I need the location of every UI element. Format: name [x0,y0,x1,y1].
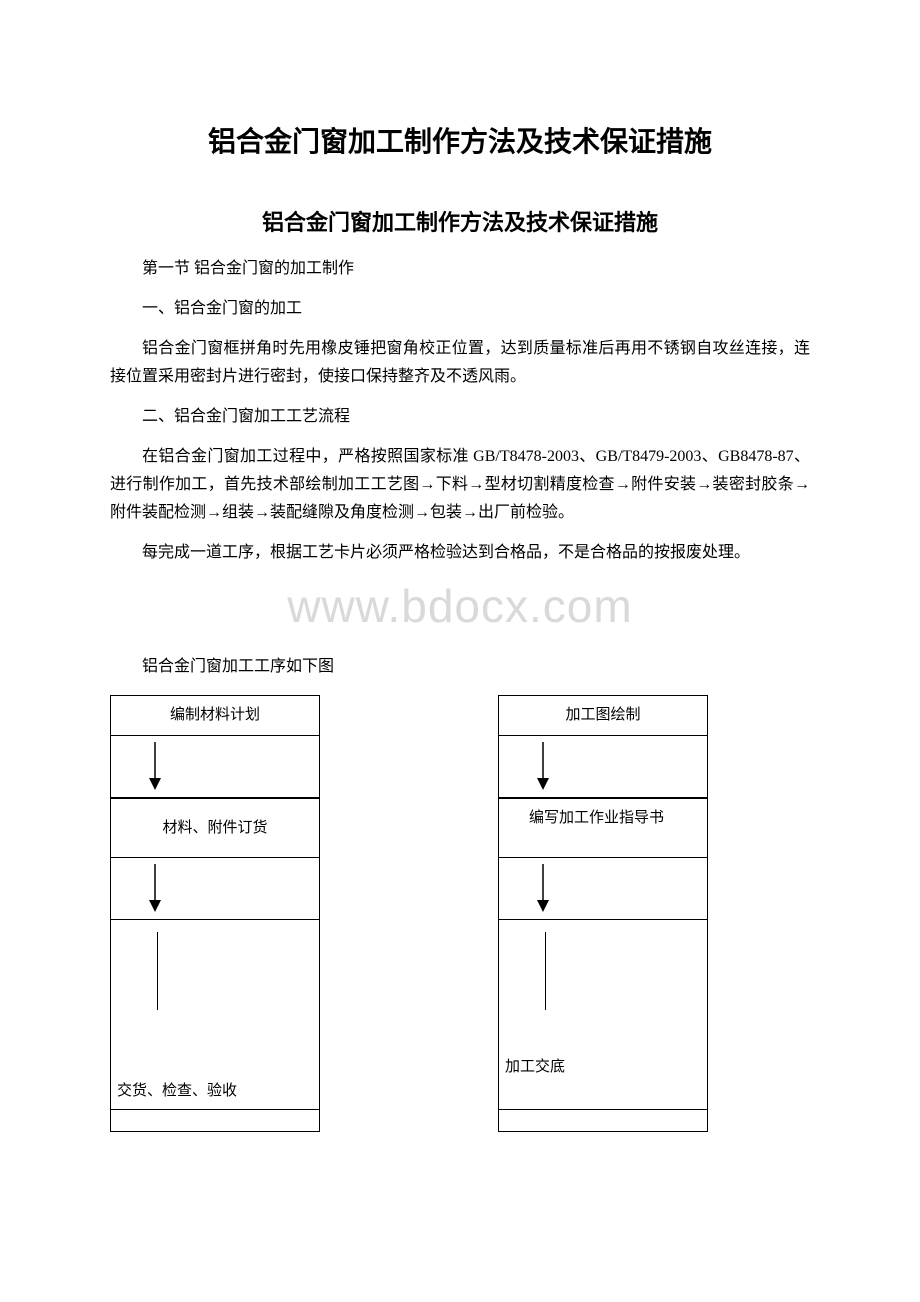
paragraph-3: 每完成一道工序，根据工艺卡片必须严格检验达到合格品，不是合格品的按报废处理。 [110,539,810,567]
flowchart-arrow-cell-left-2 [110,858,320,920]
arrow-down-icon [147,742,163,790]
flowchart-row-1: 编制材料计划 加工图绘制 [110,695,810,736]
page-subtitle: 铝合金门窗加工制作方法及技术保证措施 [110,205,810,237]
flowchart-arrow-cell-left-1 [110,736,320,798]
paragraph-2: 在铝合金门窗加工过程中，严格按照国家标准 GB/T8478-2003、GB/T8… [110,443,810,527]
flowchart-tall-cell-right: 加工交底 [498,920,708,1110]
flowchart-bottom-cell-right [498,1110,708,1132]
vertical-line-icon [157,932,158,1010]
flowchart-box-right-2: 编写加工作业指导书 [498,798,708,859]
subheading-1: 一、铝合金门窗的加工 [110,295,810,323]
flowchart-arrow-cell-right-2 [498,858,708,920]
flowchart-diagram: 编制材料计划 加工图绘制 材料、附件订货 编写加工作业指导书 [110,695,810,1132]
flowchart-bottom-row [110,1110,810,1132]
arrow-down-icon [535,742,551,790]
flowchart-box-right-1: 加工图绘制 [498,695,708,736]
flowchart-text-right-3: 加工交底 [505,1055,565,1079]
subheading-2: 二、铝合金门窗加工工艺流程 [110,403,810,431]
flowchart-arrow-row-1 [110,736,810,798]
flowchart-tall-cell-left: 交货、检查、验收 [110,920,320,1110]
flowchart-box-left-1: 编制材料计划 [110,695,320,736]
section-heading: 第一节 铝合金门窗的加工制作 [110,255,810,283]
vertical-line-icon [545,932,546,1010]
diagram-caption: 铝合金门窗加工工序如下图 [110,653,810,681]
flowchart-row-2: 材料、附件订货 编写加工作业指导书 [110,798,810,859]
flowchart-arrow-row-2 [110,858,810,920]
flowchart-box-left-2: 材料、附件订货 [110,798,320,859]
paragraph-1: 铝合金门窗框拼角时先用橡皮锤把窗角校正位置，达到质量标准后再用不锈钢自攻丝连接，… [110,335,810,391]
flowchart-text-left-3: 交货、检查、验收 [117,1079,237,1103]
arrow-down-icon [535,864,551,912]
flowchart-bottom-cell-left [110,1110,320,1132]
flowchart-row-3: 交货、检查、验收 加工交底 [110,920,810,1110]
watermark-text: www.bdocx.com [110,579,810,633]
arrow-down-icon [147,864,163,912]
page-title: 铝合金门窗加工制作方法及技术保证措施 [110,120,810,160]
flowchart-arrow-cell-right-1 [498,736,708,798]
